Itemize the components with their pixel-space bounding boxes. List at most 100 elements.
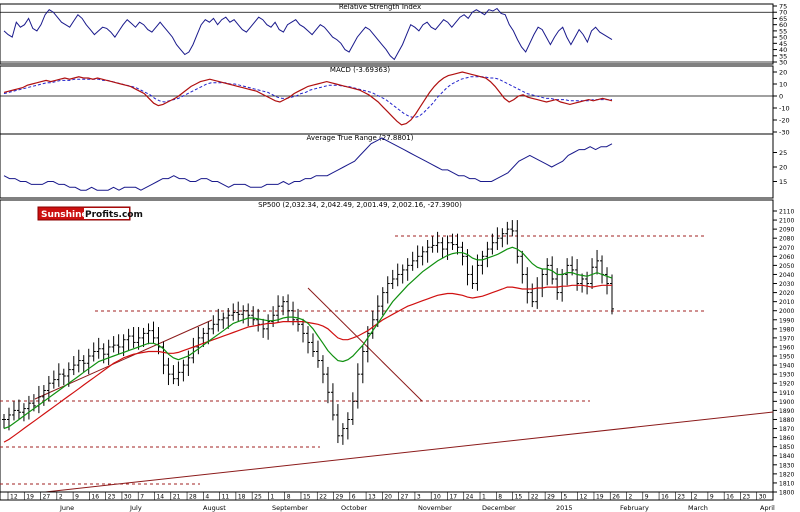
price-bar	[390, 269, 395, 289]
date-day-label: 22	[319, 494, 327, 501]
macd-signal-line	[3, 76, 612, 119]
price-bar	[545, 258, 550, 286]
price-bar	[605, 267, 610, 295]
price-bar	[380, 287, 385, 316]
y-tick-label: 1820	[779, 471, 794, 478]
y-tick-label: 2020	[779, 290, 794, 297]
price-bar	[11, 401, 16, 421]
date-month-label: June	[59, 504, 74, 512]
date-day-label: 24	[466, 494, 474, 501]
date-day-label: 2	[59, 494, 63, 501]
price-bar	[216, 308, 221, 332]
ma50-line	[3, 284, 612, 443]
atr-title: Average True Range (27.8801)	[307, 134, 414, 142]
y-tick-label: 1860	[779, 435, 794, 442]
price-title: SP500 (2,032.34, 2,042.49, 2,001.49, 2,0…	[258, 201, 462, 209]
price-bar	[315, 340, 320, 368]
price-bar	[385, 276, 390, 304]
y-tick-label: 25	[779, 149, 787, 157]
date-day-label: 22	[531, 494, 539, 501]
date-day-label: 14	[156, 494, 164, 501]
price-y-axis: 1800 1810 1820 1830 1840 1850 1860 1870 1880 1890…	[773, 209, 794, 497]
price-bar	[595, 249, 600, 275]
price-bar	[495, 227, 500, 250]
price-bar	[51, 370, 56, 389]
price-bar	[525, 267, 530, 304]
price-bar	[515, 220, 520, 264]
price-panel: SP500 (2,032.34, 2,042.49, 2,001.49, 2,0…	[0, 199, 794, 498]
price-bar	[16, 399, 21, 420]
y-tick-label: 0	[779, 93, 783, 101]
date-month-label: September	[272, 504, 308, 512]
date-day-label: 7	[140, 494, 144, 501]
price-bar	[405, 258, 410, 281]
price-bar	[320, 355, 325, 384]
price-bar	[136, 327, 141, 350]
sunshine-profits-logo: Sunshine Profits.com	[37, 206, 143, 221]
date-axis: 12 19 27 2 9 16 23 30 7 14 21 28 4 11 18 25 1 8 15 22 29 6 13 2…	[0, 491, 775, 512]
date-day-label: 21	[173, 494, 181, 501]
price-bar	[435, 231, 440, 253]
date-day-label: 26	[612, 494, 620, 501]
price-bar	[360, 346, 365, 384]
price-bar	[41, 385, 46, 406]
y-tick-label: 2090	[779, 227, 794, 234]
date-day-label: 29	[547, 494, 555, 501]
date-day-label: 8	[498, 494, 502, 501]
y-tick-label: 1980	[779, 326, 794, 333]
date-day-label: 2	[694, 494, 698, 501]
ma20-line	[3, 246, 613, 430]
price-bar	[340, 423, 345, 445]
date-day-label: 17	[449, 494, 457, 501]
price-bar	[555, 268, 560, 300]
price-bar	[166, 357, 171, 386]
y-tick-label: 1910	[779, 390, 794, 397]
y-tick-label: 60	[779, 21, 787, 29]
price-bar	[181, 359, 186, 382]
price-bar	[111, 336, 116, 353]
date-day-label: 16	[661, 494, 669, 501]
macd-title: MACD (-3.69363)	[330, 66, 390, 74]
y-tick-label: 1890	[779, 408, 794, 415]
date-day-label: 12	[580, 494, 588, 501]
y-tick-label: 1950	[779, 354, 794, 361]
y-tick-label: 15	[779, 178, 787, 186]
price-bar	[430, 236, 435, 253]
date-day-label: 9	[710, 494, 714, 501]
logo-sunshine: Sunshine	[41, 210, 88, 220]
date-month-label: November	[418, 504, 452, 512]
date-day-label: 12	[10, 494, 18, 501]
date-day-label: 23	[742, 494, 750, 501]
price-bar	[355, 363, 360, 409]
date-day-label: 3	[417, 494, 421, 501]
date-month-label: March	[688, 504, 708, 512]
y-tick-label: 1880	[779, 417, 794, 424]
price-bar	[96, 337, 101, 359]
price-bar	[415, 245, 420, 269]
price-bar	[221, 312, 226, 329]
date-day-label: 16	[91, 494, 99, 501]
date-month-label: October	[341, 504, 367, 512]
y-tick-label: 1960	[779, 344, 794, 351]
price-bar	[490, 233, 495, 255]
y-tick-label: 2030	[779, 281, 794, 288]
date-month-labels: June July August September October November De…	[59, 504, 775, 512]
price-bar	[485, 241, 490, 268]
y-tick-label: -20	[779, 117, 790, 125]
price-bar	[126, 328, 131, 351]
y-tick-label: 10	[779, 81, 787, 89]
price-bar	[510, 220, 515, 237]
price-bar	[151, 321, 156, 344]
price-bar	[281, 296, 286, 316]
price-bar	[475, 254, 480, 291]
price-bar	[56, 363, 61, 387]
date-month-label: July	[129, 504, 142, 512]
price-bar	[455, 233, 460, 255]
y-tick-label: 1970	[779, 335, 794, 342]
price-bar	[306, 326, 310, 354]
date-day-label: 27	[401, 494, 409, 501]
price-bar	[345, 412, 350, 440]
price-bar	[186, 350, 191, 376]
date-day-label: 30	[124, 494, 132, 501]
y-tick-label: 1810	[779, 480, 794, 487]
